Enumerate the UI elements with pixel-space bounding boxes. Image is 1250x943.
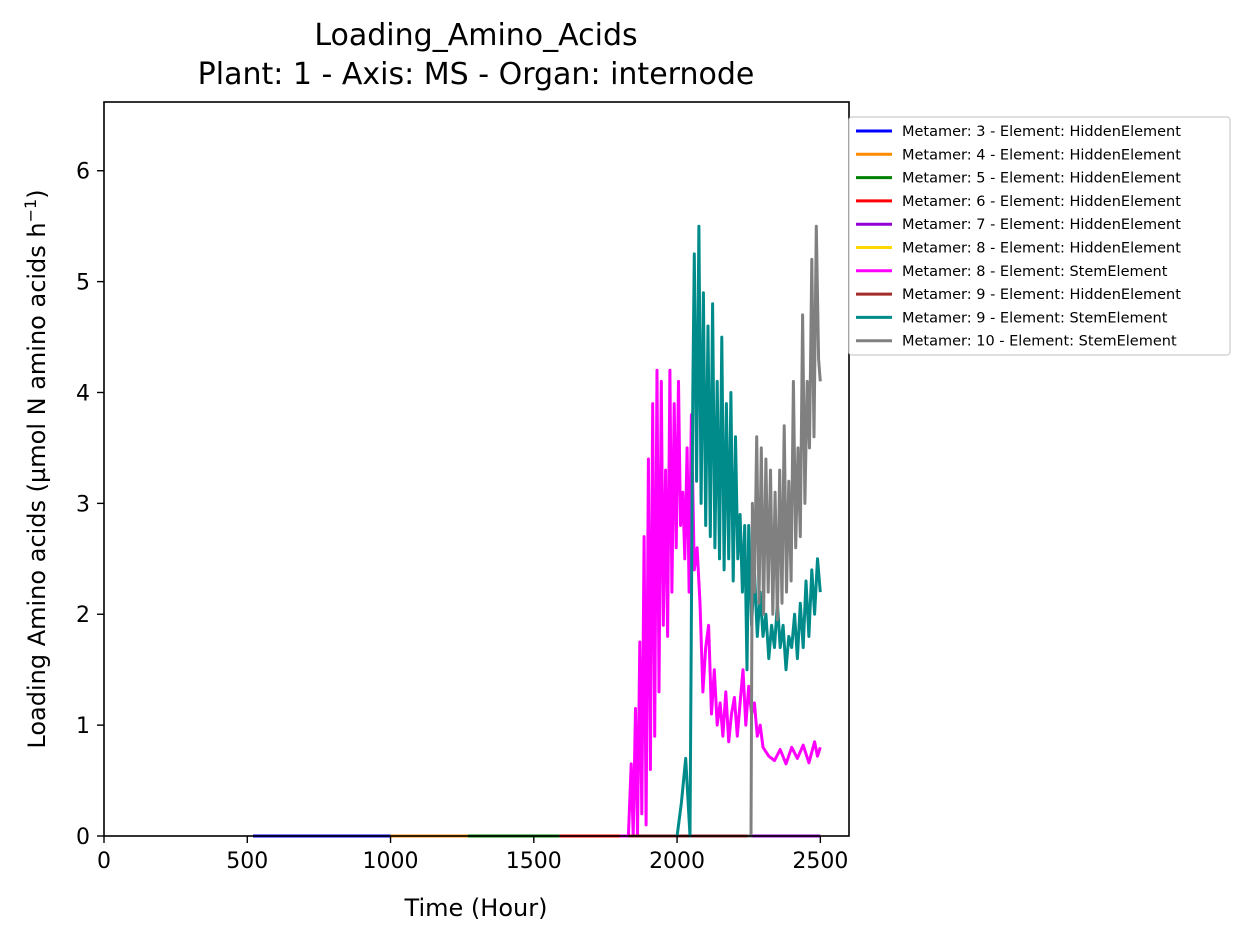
- series-line-10: [747, 224, 822, 838]
- legend-label-1: Metamer: 3 - Element: HiddenElement: [902, 124, 1181, 140]
- x-tick-label: 2000: [649, 849, 705, 874]
- y-tick-label: 3: [76, 492, 90, 517]
- x-axis: 0 500 1000 1500 2000 2500: [97, 836, 848, 874]
- y-axis-label-main: Loading Amino acids (µmol N amino acids …: [23, 222, 51, 748]
- legend-label-4: Metamer: 6 - Element: HiddenElement: [902, 194, 1181, 210]
- legend-label-7: Metamer: 8 - Element: StemElement: [902, 264, 1168, 280]
- plot-area: [253, 224, 822, 838]
- y-axis-label: Loading Amino acids (µmol N amino acids …: [21, 189, 51, 748]
- x-tick-label: 1000: [363, 849, 419, 874]
- y-tick-label: 5: [76, 271, 90, 296]
- y-tick-label: 1: [76, 714, 90, 739]
- y-tick-label: 0: [76, 825, 90, 850]
- legend-label-5: Metamer: 7 - Element: HiddenElement: [902, 217, 1181, 233]
- x-axis-label: Time (Hour): [404, 894, 548, 922]
- y-axis-label-superscript: −1: [21, 199, 40, 223]
- legend-label-3: Metamer: 5 - Element: HiddenElement: [902, 171, 1181, 187]
- plot-frame: [103, 101, 850, 837]
- legend-label-6: Metamer: 8 - Element: HiddenElement: [902, 241, 1181, 257]
- legend-label-8: Metamer: 9 - Element: HiddenElement: [902, 287, 1181, 303]
- x-tick-label: 0: [97, 849, 111, 874]
- y-tick-label: 6: [76, 160, 90, 185]
- series-line-9: [675, 224, 822, 838]
- legend-label-2: Metamer: 4 - Element: HiddenElement: [902, 147, 1181, 163]
- y-tick-label: 4: [76, 381, 90, 406]
- y-tick-label: 2: [76, 603, 90, 628]
- chart-subtitle: Plant: 1 - Axis: MS - Organ: internode: [198, 57, 755, 92]
- x-tick-label: 500: [226, 849, 268, 874]
- y-axis-label-end: ): [23, 189, 51, 198]
- legend: Metamer: 3 - Element: HiddenElement Metam…: [848, 116, 1231, 356]
- y-axis: 0 1 2 3 4 5 6: [76, 160, 104, 850]
- chart-title: Loading_Amino_Acids: [314, 18, 637, 53]
- legend-frame: [848, 116, 1231, 356]
- series-line-7: [619, 368, 822, 838]
- x-tick-label: 2500: [792, 849, 848, 874]
- x-tick-label: 1500: [506, 849, 562, 874]
- legend-label-9: Metamer: 9 - Element: StemElement: [902, 310, 1168, 326]
- legend-label-10: Metamer: 10 - Element: StemElement: [902, 334, 1177, 350]
